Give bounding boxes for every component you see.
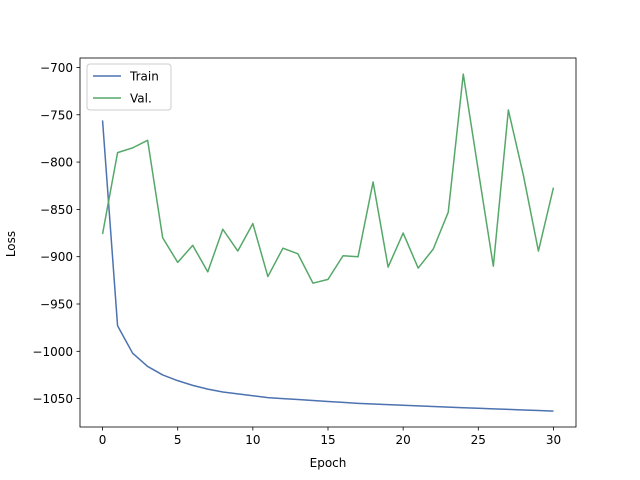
x-tick-label: 25 xyxy=(471,433,486,447)
series-line-train xyxy=(101,120,554,412)
x-tick-label: 5 xyxy=(174,433,182,447)
legend-label-train: Train xyxy=(129,70,159,84)
legend-label-val: Val. xyxy=(130,92,152,106)
y-tick-label: −1000 xyxy=(32,345,73,359)
x-tick-label: 15 xyxy=(320,433,335,447)
x-tick-label: 30 xyxy=(546,433,561,447)
y-tick-label: −1050 xyxy=(32,392,73,406)
x-tick-label: 0 xyxy=(99,433,107,447)
y-tick-label: −850 xyxy=(40,203,73,217)
x-tick-label: 20 xyxy=(396,433,411,447)
x-axis-ticks: 0 5 10 15 20 25 30 xyxy=(99,427,561,447)
legend: Train Val. xyxy=(86,63,172,111)
x-axis-label: Epoch xyxy=(310,456,347,470)
series-line-val xyxy=(101,73,555,284)
y-axis-label: Loss xyxy=(4,231,18,257)
x-tick-label: 10 xyxy=(245,433,260,447)
series-layer xyxy=(101,73,555,412)
y-tick-label: −800 xyxy=(40,156,73,170)
y-axis-ticks: −1050 −1000 −950 −900 −850 −800 −750 −700 xyxy=(32,61,80,406)
y-tick-label: −900 xyxy=(40,250,73,264)
y-tick-label: −750 xyxy=(40,108,73,122)
y-tick-label: −700 xyxy=(40,61,73,75)
y-tick-label: −950 xyxy=(40,298,73,312)
